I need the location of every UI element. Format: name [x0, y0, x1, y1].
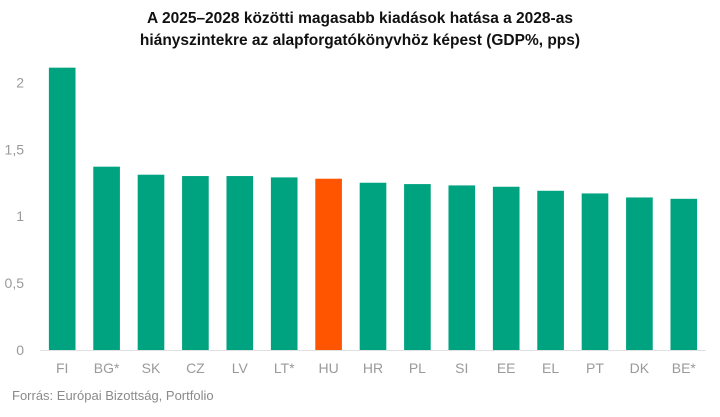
x-tick-label: LT* [274, 360, 295, 376]
x-tick-label: SK [142, 360, 161, 376]
y-tick-label: 0,5 [5, 275, 25, 291]
chart-title-line-2: hiányszintekre az alapforgatókönyvhöz ké… [139, 32, 581, 49]
x-tick-label: PL [409, 360, 426, 376]
bar-cz [182, 176, 209, 350]
bar-si [448, 185, 476, 350]
x-tick-label: DK [630, 360, 650, 376]
bar-fi [48, 67, 76, 350]
x-tick-label: EL [542, 360, 559, 376]
bar-pl [404, 184, 431, 350]
y-tick-label: 2 [16, 74, 24, 90]
y-tick-label: 1 [16, 208, 24, 224]
x-tick-label: CZ [186, 360, 205, 376]
x-tick-label: LV [232, 360, 249, 376]
x-tick-label: HU [318, 360, 338, 376]
bar-be-star [670, 198, 698, 350]
bar-pt [581, 193, 609, 350]
y-tick-label: 1,5 [5, 141, 25, 157]
y-tick-label: 0 [16, 342, 24, 358]
x-tick-label: FI [56, 360, 68, 376]
bar-lt-star [270, 177, 298, 350]
x-tick-label: BG* [94, 360, 120, 376]
bar-hr [359, 182, 387, 350]
bar-el [537, 190, 564, 350]
x-tick-label: SI [455, 360, 468, 376]
x-axis: FI BG* SK CZ LV LT* HU HR PL SI EE EL PT DK BE* [40, 350, 706, 376]
bar-ee [492, 186, 520, 350]
bar-bg-star [93, 166, 120, 350]
bar-sk [137, 174, 165, 350]
bar-hu [315, 178, 342, 350]
chart-title-line-1: A 2025–2028 közötti magasabb kiadások ha… [147, 10, 573, 27]
bar-series [48, 67, 698, 350]
x-tick-label: PT [586, 360, 604, 376]
bar-lv [226, 176, 254, 350]
x-tick-label: HR [363, 360, 383, 376]
x-tick-label: EE [497, 360, 516, 376]
bar-dk [626, 197, 653, 350]
chart-title: A 2025–2028 közötti magasabb kiadások ha… [0, 8, 720, 52]
x-tick-label: BE* [672, 360, 697, 376]
source-note: Forrás: Európai Bizottság, Portfolio [12, 388, 214, 403]
y-axis: 0 0,5 1 1,5 2 [5, 74, 25, 358]
